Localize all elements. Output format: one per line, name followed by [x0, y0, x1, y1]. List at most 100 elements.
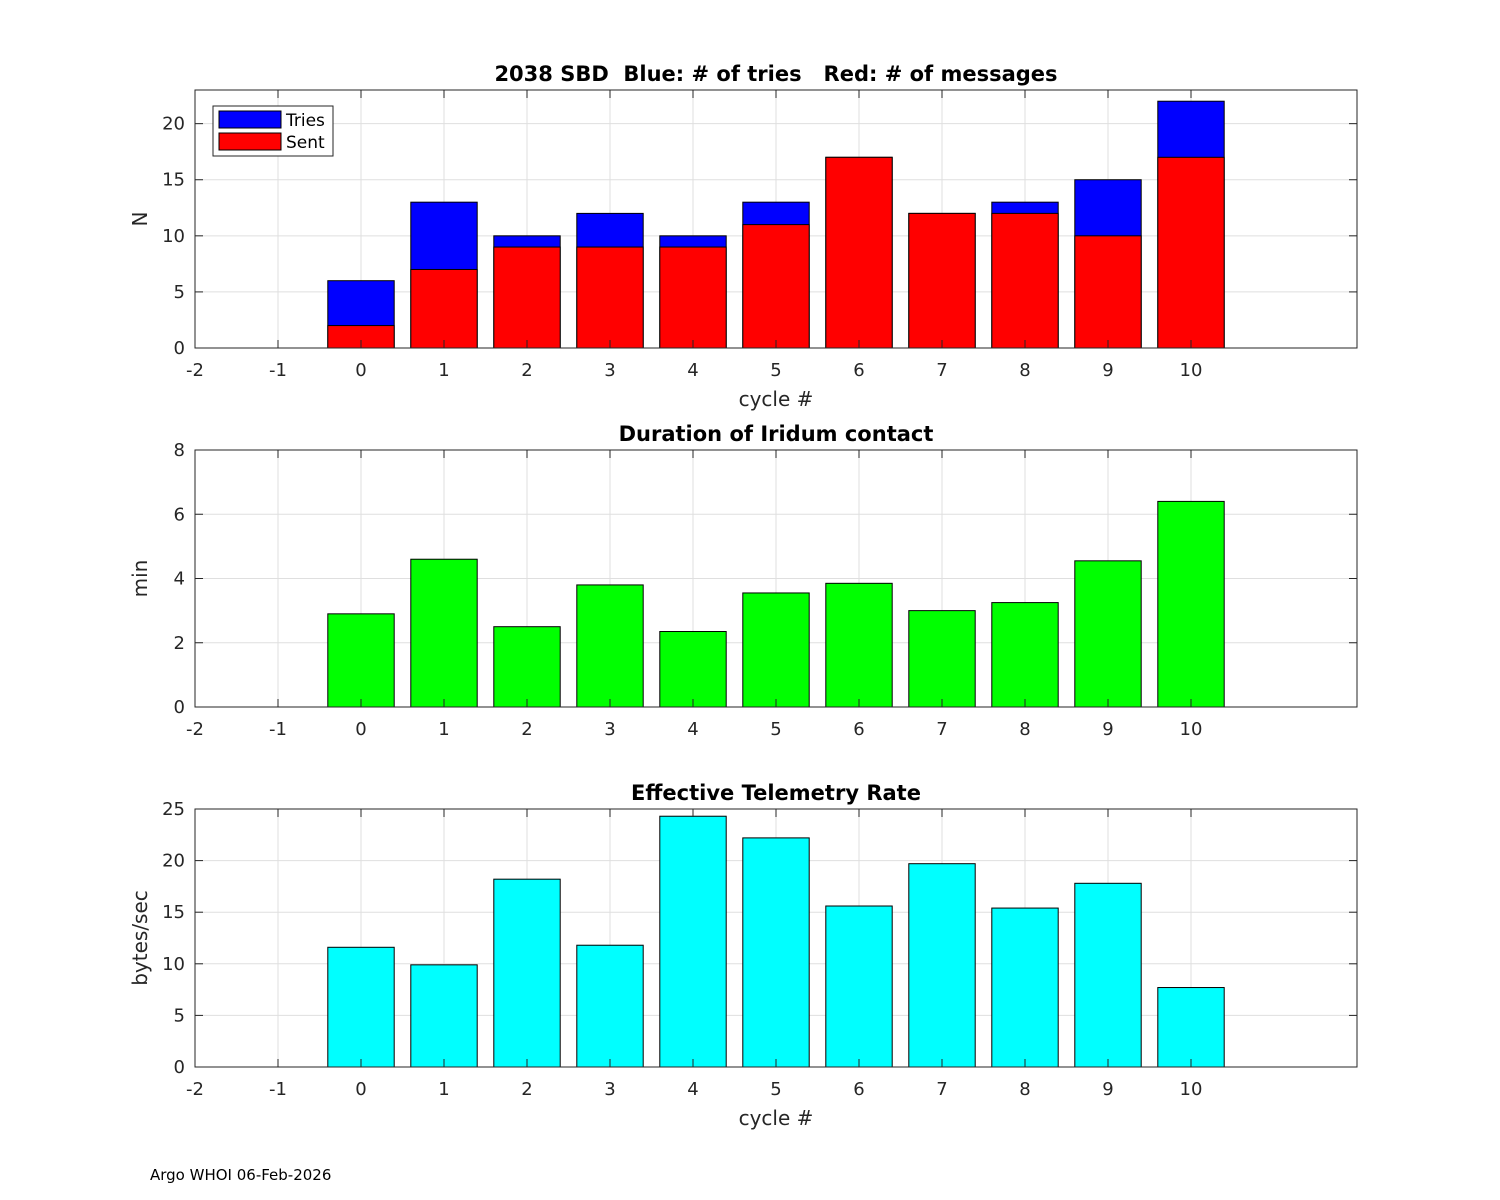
x-tick-label: 10: [1180, 719, 1203, 740]
y-tick-label: 10: [162, 226, 185, 247]
bar-sent-cycle-4: [659, 246, 727, 349]
chart-1: -2 -1 0 1 2 3 4 5 6 7 8 9 10 0 5 10 15 20 2038 SBD Blue: #…: [128, 62, 1358, 411]
y-tick-label: 5: [174, 282, 185, 303]
x-tick-label: 9: [1102, 1079, 1113, 1100]
x-tick-label: 6: [853, 360, 864, 381]
x-tick-label: 5: [770, 1079, 781, 1100]
x-tick-label: 3: [604, 1079, 615, 1100]
y-tick-label: 20: [162, 114, 185, 135]
x-tick-label: 6: [853, 719, 864, 740]
bar-sent-cycle-1: [410, 268, 478, 349]
bar-sent-cycle-8: [991, 212, 1059, 349]
x-tick-label: 9: [1102, 360, 1113, 381]
bar-duration-cycle-2: [493, 626, 561, 708]
bar-rate-cycle-0: [327, 946, 395, 1068]
y-tick-label: 2: [174, 633, 185, 654]
x-tick-label: 2: [521, 1079, 532, 1100]
x-tick-label: -1: [269, 1079, 287, 1100]
x-tick-label: -2: [186, 1079, 204, 1100]
bar-sent-cycle-5: [742, 224, 810, 349]
y-tick-label: 10: [162, 954, 185, 975]
bar-duration-cycle-5: [742, 592, 810, 708]
x-tick-label: -2: [186, 719, 204, 740]
bar-duration-cycle-6: [825, 582, 893, 708]
x-tick-label: 4: [687, 1079, 698, 1100]
y-axis-label: N: [128, 212, 152, 227]
bar-duration-cycle-1: [410, 558, 478, 708]
y-tick-label: 6: [174, 504, 185, 525]
x-tick-label: 7: [936, 1079, 947, 1100]
bar-rate-cycle-7: [908, 863, 976, 1068]
legend-label-sent: Sent: [286, 133, 325, 153]
x-tick-label: 2: [521, 360, 532, 381]
x-tick-label: 3: [604, 719, 615, 740]
y-tick-label: 20: [162, 851, 185, 872]
y-tick-label: 0: [174, 338, 185, 359]
chart-3: -2 -1 0 1 2 3 4 5 6 7 8 9 10 0 5 10 15 20 25 Effective Tele…: [128, 781, 1358, 1130]
bar-rate-cycle-2: [493, 878, 561, 1068]
y-tick-label: 0: [174, 697, 185, 718]
bar-sent-cycle-7: [908, 212, 976, 349]
legend-swatch-tries: [218, 110, 282, 129]
bar-sent-cycle-9: [1074, 235, 1142, 349]
footer-credit: Argo WHOI 06-Feb-2026: [150, 1166, 332, 1184]
x-tick-label: 8: [1019, 360, 1030, 381]
bar-sent-cycle-10: [1157, 156, 1225, 349]
x-axis-label: cycle #: [739, 387, 814, 411]
bar-duration-cycle-7: [908, 610, 976, 708]
x-tick-label: 8: [1019, 719, 1030, 740]
bar-rate-cycle-9: [1074, 882, 1142, 1068]
x-tick-label: 8: [1019, 1079, 1030, 1100]
bar-rate-cycle-8: [991, 907, 1059, 1068]
bar-rate-cycle-10: [1157, 987, 1225, 1068]
y-tick-label: 15: [162, 170, 185, 191]
bar-rate-cycle-4: [659, 815, 727, 1068]
y-tick-label: 25: [162, 799, 185, 820]
x-tick-label: 7: [936, 360, 947, 381]
legend-swatch-sent: [218, 132, 282, 151]
y-tick-label: 15: [162, 902, 185, 923]
x-tick-label: 10: [1180, 360, 1203, 381]
y-axis-label: bytes/sec: [128, 890, 152, 986]
x-tick-label: 4: [687, 360, 698, 381]
y-tick-label: 5: [174, 1005, 185, 1026]
bar-sent-cycle-3: [576, 246, 644, 349]
bar-rate-cycle-5: [742, 837, 810, 1068]
legend-label-tries: Tries: [285, 111, 325, 131]
x-tick-label: 0: [355, 719, 366, 740]
x-tick-label: 5: [770, 360, 781, 381]
chart-title: Effective Telemetry Rate: [631, 781, 921, 805]
bar-duration-cycle-0: [327, 613, 395, 708]
x-tick-label: 6: [853, 1079, 864, 1100]
chart-title: 2038 SBD Blue: # of tries Red: # of mess…: [494, 62, 1057, 86]
bar-rate-cycle-6: [825, 905, 893, 1068]
x-tick-label: 1: [438, 360, 449, 381]
bar-rate-cycle-1: [410, 964, 478, 1068]
bar-duration-cycle-4: [659, 631, 727, 708]
y-tick-label: 8: [174, 440, 185, 461]
x-tick-label: 3: [604, 360, 615, 381]
bar-sent-cycle-6: [825, 156, 893, 349]
x-tick-label: 1: [438, 1079, 449, 1100]
x-tick-label: 0: [355, 360, 366, 381]
x-tick-label: 7: [936, 719, 947, 740]
chart-title: Duration of Iridum contact: [619, 422, 934, 446]
bar-duration-cycle-3: [576, 584, 644, 708]
bar-duration-cycle-10: [1157, 500, 1225, 708]
x-tick-label: 9: [1102, 719, 1113, 740]
bar-sent-cycle-2: [493, 246, 561, 349]
x-tick-label: -2: [186, 360, 204, 381]
y-tick-label: 0: [174, 1057, 185, 1078]
x-axis-label: cycle #: [739, 1106, 814, 1130]
y-axis-label: min: [128, 560, 152, 598]
x-tick-label: 1: [438, 719, 449, 740]
y-tick-label: 4: [174, 569, 185, 590]
x-tick-label: 2: [521, 719, 532, 740]
bar-rate-cycle-3: [576, 944, 644, 1068]
x-tick-label: -1: [269, 719, 287, 740]
x-tick-label: 4: [687, 719, 698, 740]
x-tick-label: -1: [269, 360, 287, 381]
bar-duration-cycle-8: [991, 602, 1059, 708]
x-tick-label: 10: [1180, 1079, 1203, 1100]
